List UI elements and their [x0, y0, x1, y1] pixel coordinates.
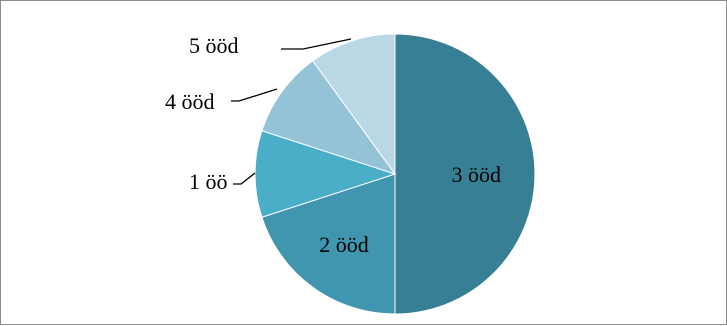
slice-labels: 3 ööd 2 ööd 1 öö 4 ööd 5 ööd: [165, 33, 501, 257]
leader-line-3: [233, 172, 256, 185]
leader-lines: [231, 38, 352, 185]
slice-label-5: 5 ööd: [189, 33, 239, 58]
pie-slice-2: [261, 173, 396, 315]
slice-label-2: 2 ööd: [319, 232, 369, 257]
slice-label-1: 3 ööd: [451, 162, 501, 187]
leader-line-5: [281, 38, 352, 50]
pie-slice-4: [261, 60, 397, 175]
pie-slice-1: [394, 33, 536, 315]
pie-slice-5: [312, 33, 396, 176]
pie-slices: [254, 33, 536, 315]
leader-line-4: [231, 88, 278, 102]
slice-label-3: 1 öö: [189, 169, 228, 194]
slice-label-4: 4 ööd: [165, 89, 215, 114]
pie-slice-3: [254, 130, 397, 218]
